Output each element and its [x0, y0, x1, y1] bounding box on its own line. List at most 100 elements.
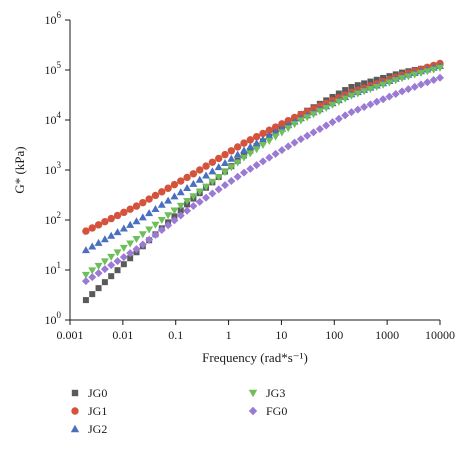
data-point: [94, 262, 103, 270]
data-point: [385, 92, 394, 101]
data-point: [410, 71, 419, 79]
data-point: [81, 246, 90, 254]
data-point: [88, 267, 97, 275]
data-point: [208, 167, 217, 175]
data-point: [177, 177, 185, 185]
x-tick-label: 1: [226, 328, 232, 342]
data-point: [82, 227, 90, 235]
data-point: [95, 285, 102, 292]
data-point: [296, 117, 305, 125]
data-point: [195, 197, 204, 206]
data-point: [410, 82, 419, 91]
data-point: [138, 213, 147, 221]
legend-marker: [70, 424, 80, 433]
data-point: [202, 171, 211, 179]
data-point: [151, 204, 160, 212]
data-point: [157, 217, 166, 225]
data-point: [309, 111, 318, 119]
data-point: [277, 146, 286, 155]
data-point: [126, 240, 135, 248]
data-point: [119, 244, 128, 252]
data-point: [195, 188, 204, 196]
data-point: [120, 208, 128, 217]
data-point: [246, 136, 255, 144]
data-point: [82, 297, 89, 304]
data-point: [138, 240, 147, 249]
data-point: [391, 90, 400, 99]
data-point: [227, 147, 236, 155]
data-point: [196, 166, 204, 174]
data-point: [246, 150, 255, 158]
data-point: [429, 76, 438, 85]
data-point: [404, 85, 413, 94]
data-point: [284, 116, 292, 125]
data-point: [284, 142, 293, 151]
data-point: [278, 120, 286, 128]
legend-label: JG0: [88, 386, 107, 400]
data-point: [214, 154, 223, 163]
data-point: [183, 198, 192, 206]
data-point: [202, 162, 210, 170]
legend-item-jg2: JG2: [70, 422, 107, 436]
data-point: [347, 108, 356, 117]
data-point: [239, 154, 248, 162]
legend-marker: [248, 389, 258, 398]
data-point: [417, 69, 426, 77]
data-point: [164, 212, 173, 220]
data-point: [258, 157, 267, 166]
data-point: [341, 111, 350, 120]
data-point: [303, 114, 312, 122]
data-point: [94, 269, 103, 278]
y-tick-label: 101: [45, 260, 62, 277]
data-point: [423, 78, 432, 87]
x-tick-label: 1000: [375, 328, 399, 342]
data-point: [328, 101, 337, 109]
data-point: [354, 82, 361, 89]
data-point: [107, 253, 116, 261]
data-point: [81, 277, 90, 286]
legend-item-fg0: FG0: [248, 404, 287, 418]
x-tick-label: 100: [325, 328, 343, 342]
x-tick-label: 0.1: [168, 328, 183, 342]
data-point: [246, 142, 255, 150]
data-point: [372, 97, 381, 106]
data-point: [366, 100, 375, 109]
data-point: [126, 249, 135, 258]
x-tick-label: 0.01: [112, 328, 133, 342]
data-point: [189, 202, 198, 211]
data-point: [271, 123, 280, 131]
data-point: [183, 206, 192, 215]
data-point: [322, 105, 331, 113]
data-point: [233, 143, 242, 151]
data-point: [183, 184, 192, 192]
data-point: [138, 231, 147, 239]
data-point: [170, 207, 179, 215]
legend-marker: [248, 406, 258, 416]
x-tick-label: 10: [275, 328, 287, 342]
y-tick-label: 104: [45, 110, 62, 127]
data-point: [132, 202, 141, 210]
data-point: [239, 168, 248, 177]
data-point: [290, 113, 299, 122]
data-point: [151, 191, 160, 200]
data-point: [189, 170, 198, 178]
data-point: [101, 279, 108, 286]
data-point: [208, 189, 217, 198]
data-point: [360, 102, 369, 111]
data-point: [334, 98, 343, 106]
data-point: [335, 90, 342, 97]
data-point: [259, 129, 267, 138]
data-point: [157, 200, 166, 208]
data-point: [239, 146, 248, 154]
data-point: [81, 271, 90, 279]
data-point: [233, 172, 242, 181]
data-point: [132, 245, 141, 254]
data-point: [315, 108, 324, 116]
data-point: [170, 192, 179, 200]
data-point: [372, 83, 381, 91]
data-point: [113, 228, 122, 236]
legend-label: JG3: [266, 386, 285, 400]
data-point: [145, 195, 153, 203]
data-point: [88, 224, 96, 232]
data-point: [353, 90, 362, 98]
